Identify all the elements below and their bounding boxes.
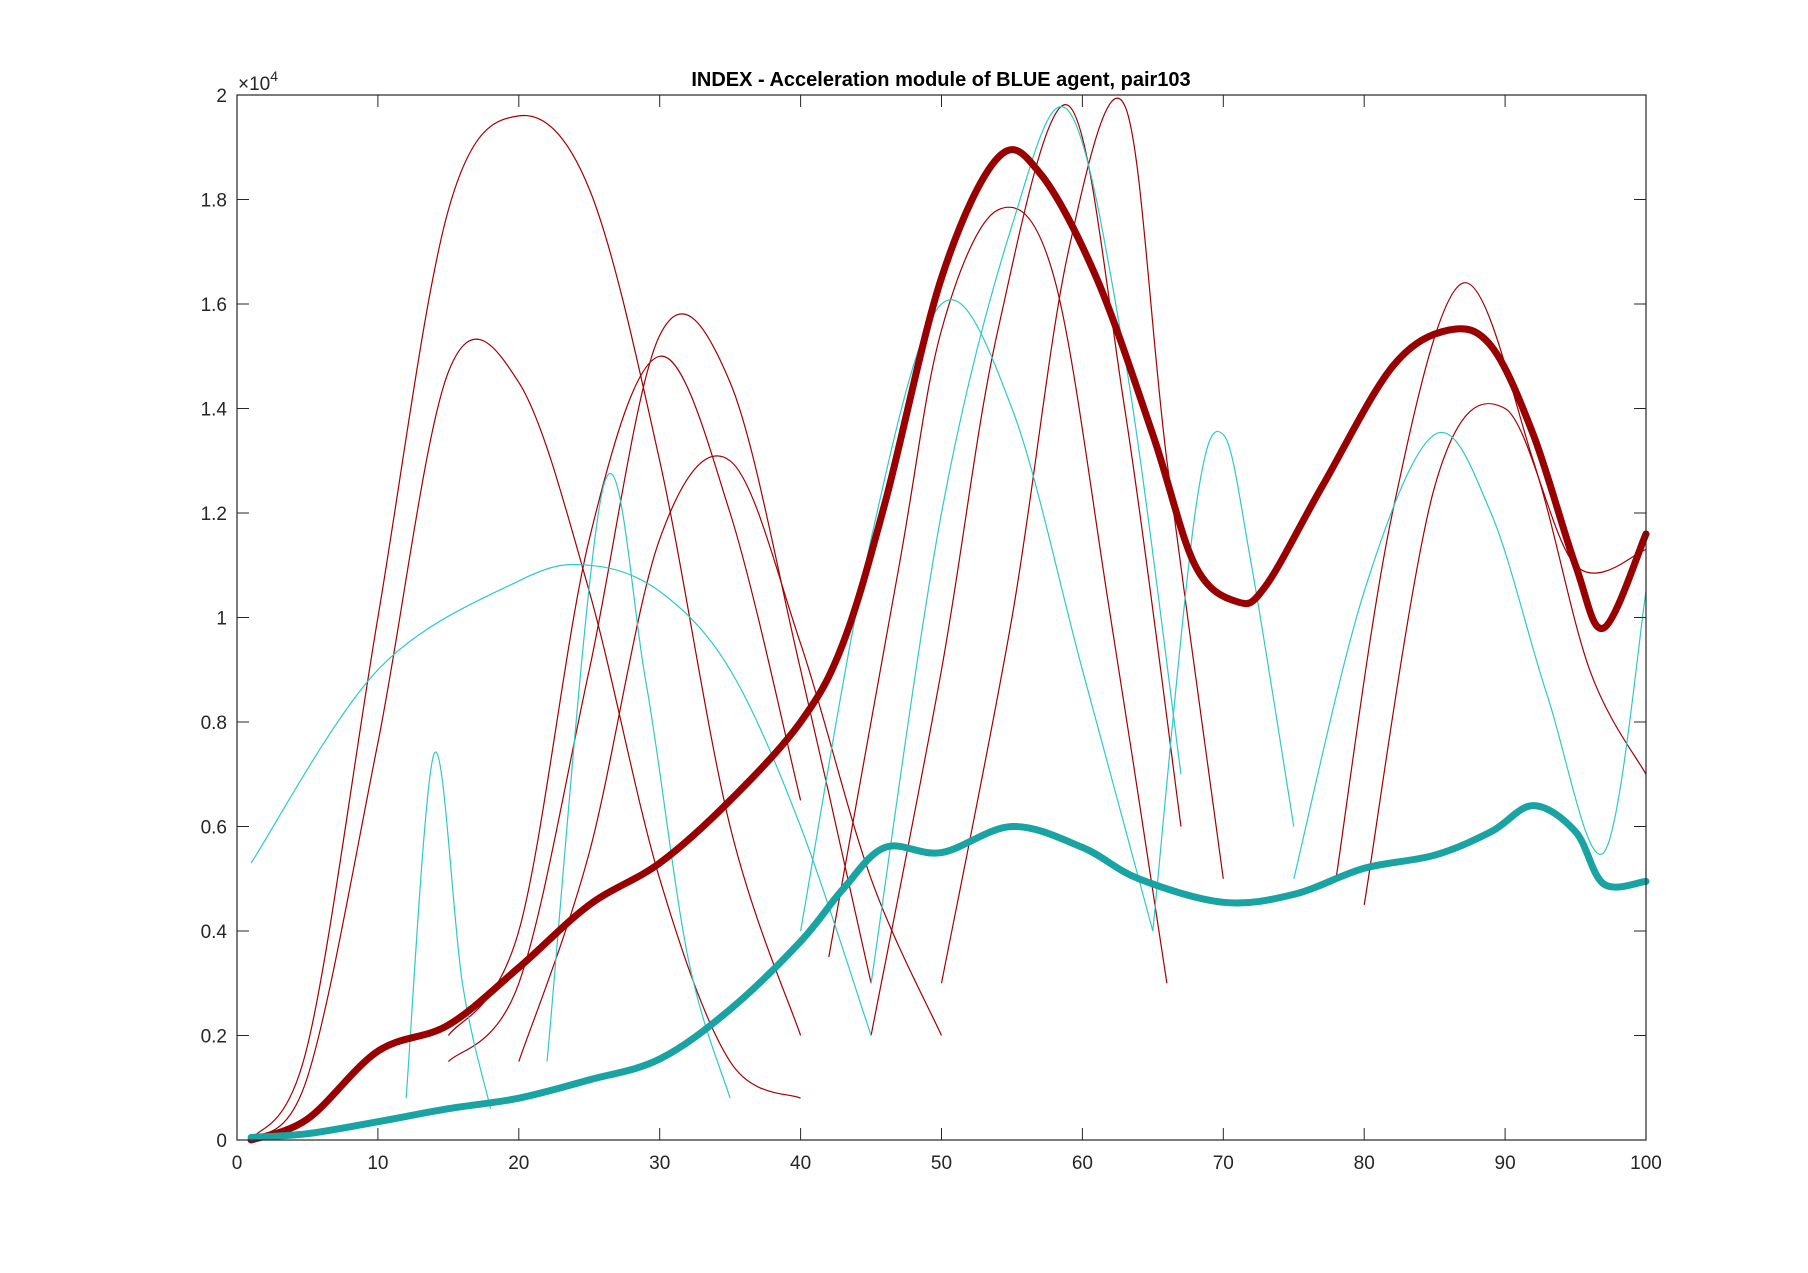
x-tick-label: 70 bbox=[1213, 1153, 1234, 1174]
mean-line-1 bbox=[247, 146, 1650, 1144]
x-tick-label: 60 bbox=[1072, 1153, 1093, 1174]
trial-line-17 bbox=[800, 299, 1154, 932]
trial-line-15 bbox=[1152, 430, 1295, 932]
x-tick-label: 50 bbox=[931, 1153, 952, 1174]
trial-lines-layer bbox=[250, 97, 1647, 1141]
x-tick-label: 0 bbox=[232, 1153, 243, 1174]
y-tick-label: 1.4 bbox=[201, 400, 228, 421]
trial-line-12 bbox=[405, 751, 492, 1109]
y-ticks: 0 0.2 0.4 0.6 0.8 1 1.2 1.4 1.6 1.8 2 bbox=[201, 86, 1646, 1152]
y-tick-label: 1.8 bbox=[201, 191, 227, 212]
y-exponent-base: ×10 bbox=[238, 74, 270, 95]
trial-line-3 bbox=[447, 355, 802, 1036]
trial-line-2 bbox=[250, 338, 801, 1141]
x-tick-label: 80 bbox=[1354, 1153, 1375, 1174]
trial-line-1 bbox=[250, 114, 802, 1141]
trial-line-13 bbox=[546, 472, 731, 1099]
x-tick-label: 20 bbox=[508, 1153, 529, 1174]
y-tick-label: 1.6 bbox=[201, 295, 227, 316]
mean-lines-layer bbox=[247, 146, 1650, 1144]
trial-line-14 bbox=[870, 106, 1182, 984]
x-ticks: 0 10 20 30 40 50 60 70 80 90 100 bbox=[232, 95, 1662, 1174]
x-tick-label: 30 bbox=[649, 1153, 670, 1174]
chart-title: INDEX - Acceleration module of BLUE agen… bbox=[691, 69, 1190, 91]
x-tick-label: 40 bbox=[790, 1153, 811, 1174]
trial-line-11 bbox=[250, 563, 872, 1036]
y-tick-label: 1 bbox=[216, 609, 227, 630]
trial-line-9 bbox=[1335, 282, 1647, 879]
x-tick-label: 10 bbox=[367, 1153, 388, 1174]
y-exponent-label: ×104 bbox=[238, 68, 278, 95]
y-tick-label: 0.8 bbox=[201, 713, 227, 734]
y-tick-label: 1.2 bbox=[201, 504, 227, 525]
y-tick-label: 0.6 bbox=[201, 818, 227, 839]
trial-line-4 bbox=[447, 313, 872, 1063]
trial-line-16 bbox=[1293, 431, 1647, 879]
trial-line-7 bbox=[870, 104, 1182, 1036]
y-tick-label: 0.2 bbox=[201, 1027, 227, 1048]
x-tick-label: 90 bbox=[1495, 1153, 1516, 1174]
x-tick-label: 100 bbox=[1630, 1153, 1662, 1174]
y-tick-label: 0.4 bbox=[201, 922, 228, 943]
trial-line-5 bbox=[518, 455, 943, 1062]
mean-line-2 bbox=[247, 802, 1650, 1141]
y-tick-label: 0 bbox=[216, 1131, 227, 1152]
trial-line-8 bbox=[940, 97, 1224, 984]
y-exponent-power: 4 bbox=[270, 68, 278, 84]
y-tick-label: 2 bbox=[216, 86, 227, 107]
trial-line-6 bbox=[828, 206, 1168, 984]
